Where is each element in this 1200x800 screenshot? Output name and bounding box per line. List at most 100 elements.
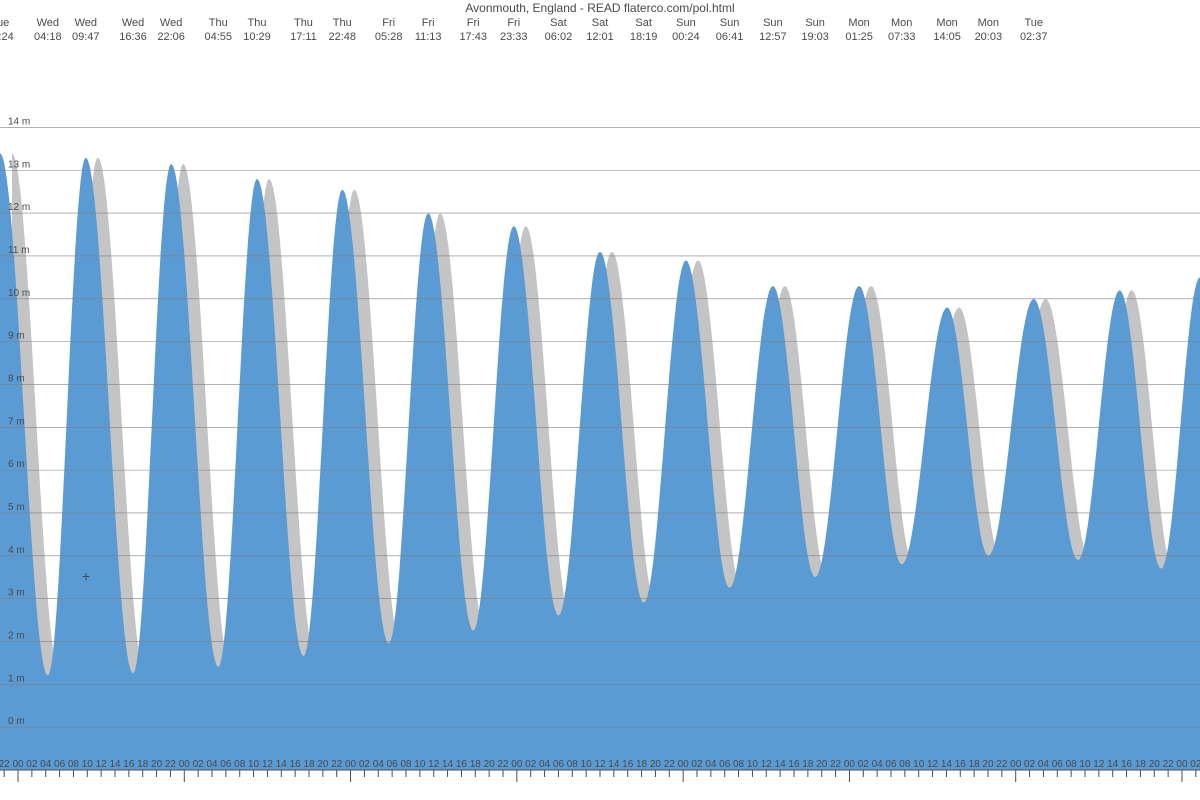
event-day-label: Fri — [467, 17, 480, 29]
event-day-label: Thu — [209, 17, 228, 29]
event-time-label: 11:13 — [415, 31, 442, 43]
x-tick-label: 20 — [317, 759, 329, 770]
event-time-label: 23:33 — [500, 31, 528, 43]
x-tick-label: 20 — [151, 759, 163, 770]
x-tick-label: 10 — [581, 759, 593, 770]
x-tick-label: 22 — [165, 759, 177, 770]
event-day-label: Wed — [75, 17, 97, 29]
x-tick-label: 12 — [1093, 759, 1105, 770]
event-day-label: Tue — [0, 17, 9, 29]
x-tick-label: 20 — [1149, 759, 1161, 770]
x-tick-label: 00 — [1176, 759, 1188, 770]
event-day-label: Thu — [294, 17, 313, 29]
x-tick-label: 02 — [1190, 759, 1200, 770]
x-tick-label: 18 — [1135, 759, 1147, 770]
event-time-label: 05:28 — [375, 31, 403, 43]
x-tick-label: 12 — [927, 759, 939, 770]
x-tick-label: 18 — [303, 759, 315, 770]
x-tick-label: 02 — [193, 759, 205, 770]
event-time-label: 21:24 — [0, 31, 14, 43]
x-tick-label: 08 — [567, 759, 579, 770]
x-tick-label: 22 — [331, 759, 343, 770]
y-tick-label: 11 m — [8, 245, 30, 256]
event-time-label: 14:05 — [933, 31, 961, 43]
event-day-label: Fri — [507, 17, 520, 29]
x-tick-label: 20 — [816, 759, 828, 770]
chart-title: Avonmouth, England - READ flaterco.com/p… — [465, 1, 734, 15]
x-tick-label: 00 — [678, 759, 690, 770]
event-day-label: Tue — [1024, 17, 1043, 29]
x-tick-label: 12 — [428, 759, 440, 770]
y-tick-label: 9 m — [8, 331, 25, 342]
x-tick-label: 04 — [539, 759, 551, 770]
event-day-label: Sun — [720, 17, 740, 29]
y-tick-label: 1 m — [8, 673, 25, 684]
x-tick-label: 00 — [179, 759, 191, 770]
event-day-label: Mon — [891, 17, 912, 29]
event-time-label: 01:25 — [845, 31, 873, 43]
x-tick-label: 00 — [511, 759, 523, 770]
x-tick-label: 02 — [858, 759, 870, 770]
x-tick-label: 18 — [137, 759, 149, 770]
x-tick-label: 16 — [123, 759, 135, 770]
x-tick-label: 16 — [456, 759, 468, 770]
event-day-label: Wed — [37, 17, 59, 29]
x-tick-label: 18 — [470, 759, 482, 770]
x-tick-label: 08 — [68, 759, 80, 770]
event-time-label: 00:24 — [672, 31, 700, 43]
event-time-label: 16:36 — [119, 31, 147, 43]
event-time-label: 12:57 — [759, 31, 787, 43]
x-tick-label: 02 — [26, 759, 38, 770]
x-tick-label: 08 — [1066, 759, 1078, 770]
x-tick-label: 20 — [484, 759, 496, 770]
x-tick-label: 16 — [1121, 759, 1133, 770]
event-day-label: Wed — [122, 17, 144, 29]
x-tick-label: 06 — [54, 759, 66, 770]
x-tick-label: 22 — [0, 759, 10, 770]
event-time-label: 12:01 — [586, 31, 614, 43]
x-tick-label: 20 — [982, 759, 994, 770]
x-tick-label: 18 — [969, 759, 981, 770]
y-tick-label: 3 m — [8, 588, 25, 599]
x-tick-label: 04 — [206, 759, 218, 770]
event-time-label: 02:37 — [1020, 31, 1048, 43]
x-tick-label: 18 — [802, 759, 814, 770]
event-time-label: 06:02 — [545, 31, 573, 43]
event-day-label: Mon — [848, 17, 869, 29]
x-tick-label: 10 — [913, 759, 925, 770]
event-time-label: 20:03 — [975, 31, 1003, 43]
event-time-label: 19:03 — [801, 31, 829, 43]
x-tick-label: 06 — [553, 759, 565, 770]
x-tick-label: 10 — [747, 759, 759, 770]
event-day-label: Mon — [936, 17, 957, 29]
x-tick-label: 00 — [345, 759, 357, 770]
y-tick-label: 10 m — [8, 288, 30, 299]
y-tick-label: 14 m — [8, 116, 30, 127]
x-tick-label: 14 — [276, 759, 288, 770]
x-tick-label: 04 — [40, 759, 52, 770]
x-tick-label: 06 — [1052, 759, 1064, 770]
tide-chart: 0 m1 m2 m3 m4 m5 m6 m7 m8 m9 m10 m11 m12… — [0, 0, 1200, 800]
event-time-label: 07:33 — [888, 31, 916, 43]
x-tick-label: 10 — [414, 759, 426, 770]
y-tick-label: 6 m — [8, 459, 25, 470]
x-tick-label: 04 — [1038, 759, 1050, 770]
y-tick-label: 13 m — [8, 159, 30, 170]
x-tick-label: 06 — [220, 759, 232, 770]
event-day-label: Sat — [550, 17, 567, 29]
x-tick-label: 06 — [885, 759, 897, 770]
x-tick-label: 02 — [525, 759, 537, 770]
event-day-label: Wed — [160, 17, 182, 29]
event-day-label: Fri — [422, 17, 435, 29]
event-day-label: Thu — [333, 17, 352, 29]
event-time-label: 06:41 — [716, 31, 744, 43]
y-tick-label: 12 m — [8, 202, 30, 213]
x-tick-label: 06 — [387, 759, 399, 770]
x-tick-label: 22 — [1163, 759, 1175, 770]
x-tick-label: 02 — [691, 759, 703, 770]
event-day-label: Sun — [805, 17, 825, 29]
event-time-label: 22:48 — [328, 31, 356, 43]
x-tick-label: 10 — [1079, 759, 1091, 770]
y-tick-label: 4 m — [8, 545, 25, 556]
event-time-label: 04:18 — [34, 31, 62, 43]
